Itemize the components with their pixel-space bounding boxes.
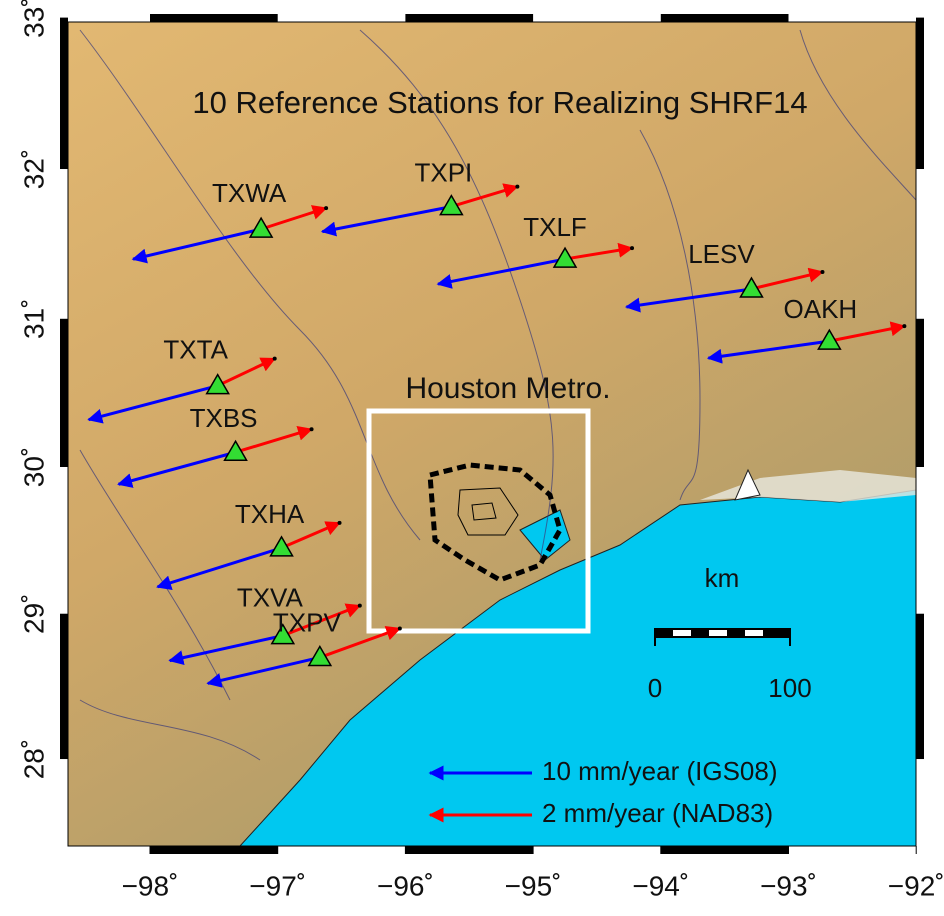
station-label: TXPV bbox=[273, 607, 342, 637]
x-tick-label: −93˚ bbox=[760, 870, 817, 901]
scale-label: 0 bbox=[648, 673, 662, 703]
y-tick-label: 32˚ bbox=[18, 149, 49, 189]
frame-bar bbox=[405, 846, 533, 854]
error-ellipse bbox=[398, 626, 402, 630]
frame-bar bbox=[150, 14, 278, 22]
x-tick-label: −94˚ bbox=[632, 870, 689, 901]
frame-bar bbox=[916, 614, 924, 759]
station-label: TXWA bbox=[212, 178, 287, 208]
y-tick-label: 29˚ bbox=[18, 593, 49, 633]
error-ellipse bbox=[902, 324, 906, 328]
frame-bar bbox=[405, 14, 533, 22]
legend-label: 10 mm/year (IGS08) bbox=[542, 756, 778, 786]
error-ellipse bbox=[273, 357, 277, 361]
y-tick-label: 31˚ bbox=[18, 299, 49, 339]
x-tick-label: −96˚ bbox=[377, 870, 434, 901]
error-ellipse bbox=[338, 521, 342, 525]
frame-bar bbox=[60, 614, 68, 759]
x-tick-label: −95˚ bbox=[505, 870, 562, 901]
station-label: OAKH bbox=[784, 294, 858, 324]
station-label: TXTA bbox=[163, 335, 228, 365]
legend-label: 2 mm/year (NAD83) bbox=[542, 798, 773, 828]
map: 10 Reference Stations for Realizing SHRF… bbox=[0, 0, 944, 916]
error-ellipse bbox=[358, 604, 362, 608]
frame-bar bbox=[916, 18, 924, 169]
frame-bar bbox=[60, 319, 68, 467]
error-ellipse bbox=[324, 206, 328, 210]
station-label: LESV bbox=[688, 239, 755, 269]
x-tick-label: −97˚ bbox=[249, 870, 306, 901]
frame-bar bbox=[661, 14, 789, 22]
frame-bar bbox=[661, 846, 789, 854]
scale-label: 100 bbox=[768, 673, 811, 703]
error-ellipse bbox=[820, 270, 824, 274]
frame-bar bbox=[916, 319, 924, 467]
y-tick-label: 30˚ bbox=[18, 447, 49, 487]
x-tick-label: −92˚ bbox=[888, 870, 944, 901]
error-ellipse bbox=[310, 427, 314, 431]
station-label: TXPI bbox=[414, 157, 472, 187]
scale-unit: km bbox=[705, 563, 740, 593]
frame-bar bbox=[150, 846, 278, 854]
x-tick-label: −98˚ bbox=[122, 870, 179, 901]
station-label: TXLF bbox=[523, 212, 587, 242]
box-label: Houston Metro. bbox=[405, 372, 610, 405]
station-label: TXBS bbox=[190, 403, 258, 433]
basemap bbox=[68, 22, 916, 846]
frame-bar bbox=[60, 18, 68, 169]
map-title: 10 Reference Stations for Realizing SHRF… bbox=[192, 85, 807, 120]
station-label: TXHA bbox=[235, 499, 305, 529]
y-tick-label: 33˚ bbox=[18, 0, 49, 38]
error-ellipse bbox=[515, 185, 519, 189]
y-tick-label: 28˚ bbox=[18, 739, 49, 779]
error-ellipse bbox=[630, 246, 634, 250]
